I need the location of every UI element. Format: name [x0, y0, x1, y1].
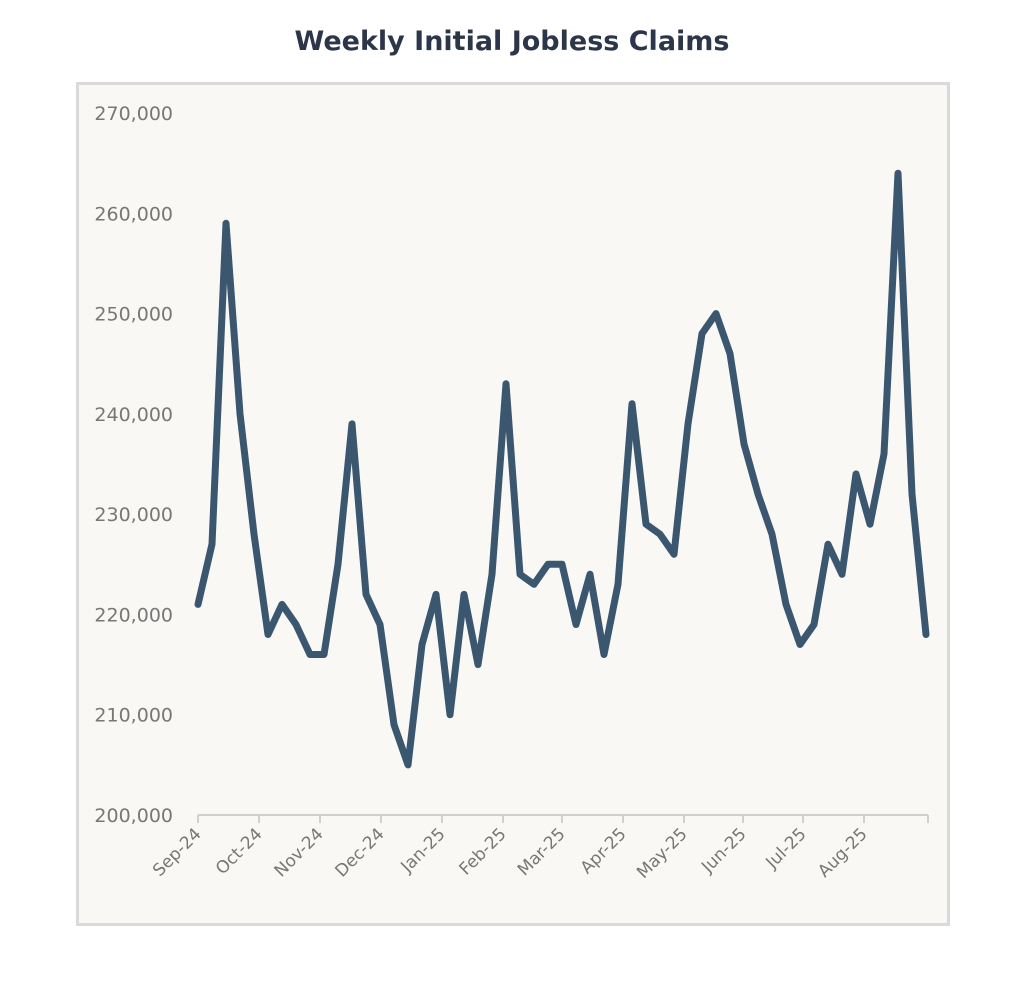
y-tick-label: 240,000 [94, 404, 173, 426]
x-tick-label: Jun-25 [697, 824, 750, 877]
x-tick-label: Mar-25 [514, 824, 570, 880]
x-tick-label: Sep-24 [149, 824, 205, 880]
series-line-initial-claims [194, 169, 930, 769]
x-tick-label: Dec-24 [331, 824, 388, 881]
y-tick-label: 220,000 [94, 604, 173, 626]
y-tick-label: 200,000 [94, 805, 173, 827]
x-tick-label: Jan-25 [397, 824, 450, 877]
y-tick-label: 210,000 [94, 705, 173, 727]
x-tick-label: Oct-24 [212, 824, 267, 879]
y-tick-label: 270,000 [94, 103, 173, 125]
x-tick-label: Nov-24 [271, 824, 328, 881]
x-tick-label: Feb-25 [455, 824, 510, 879]
x-tick-label: Aug-25 [814, 824, 871, 881]
y-tick-label: 250,000 [94, 304, 173, 326]
y-tick-label: 260,000 [94, 203, 173, 225]
x-tick-label: Apr-25 [577, 824, 631, 878]
chart-title: Weekly Initial Jobless Claims [294, 26, 730, 57]
x-tick-label: Jul-25 [762, 824, 811, 873]
x-tick-label: May-25 [633, 824, 691, 882]
y-tick-label: 230,000 [94, 504, 173, 526]
